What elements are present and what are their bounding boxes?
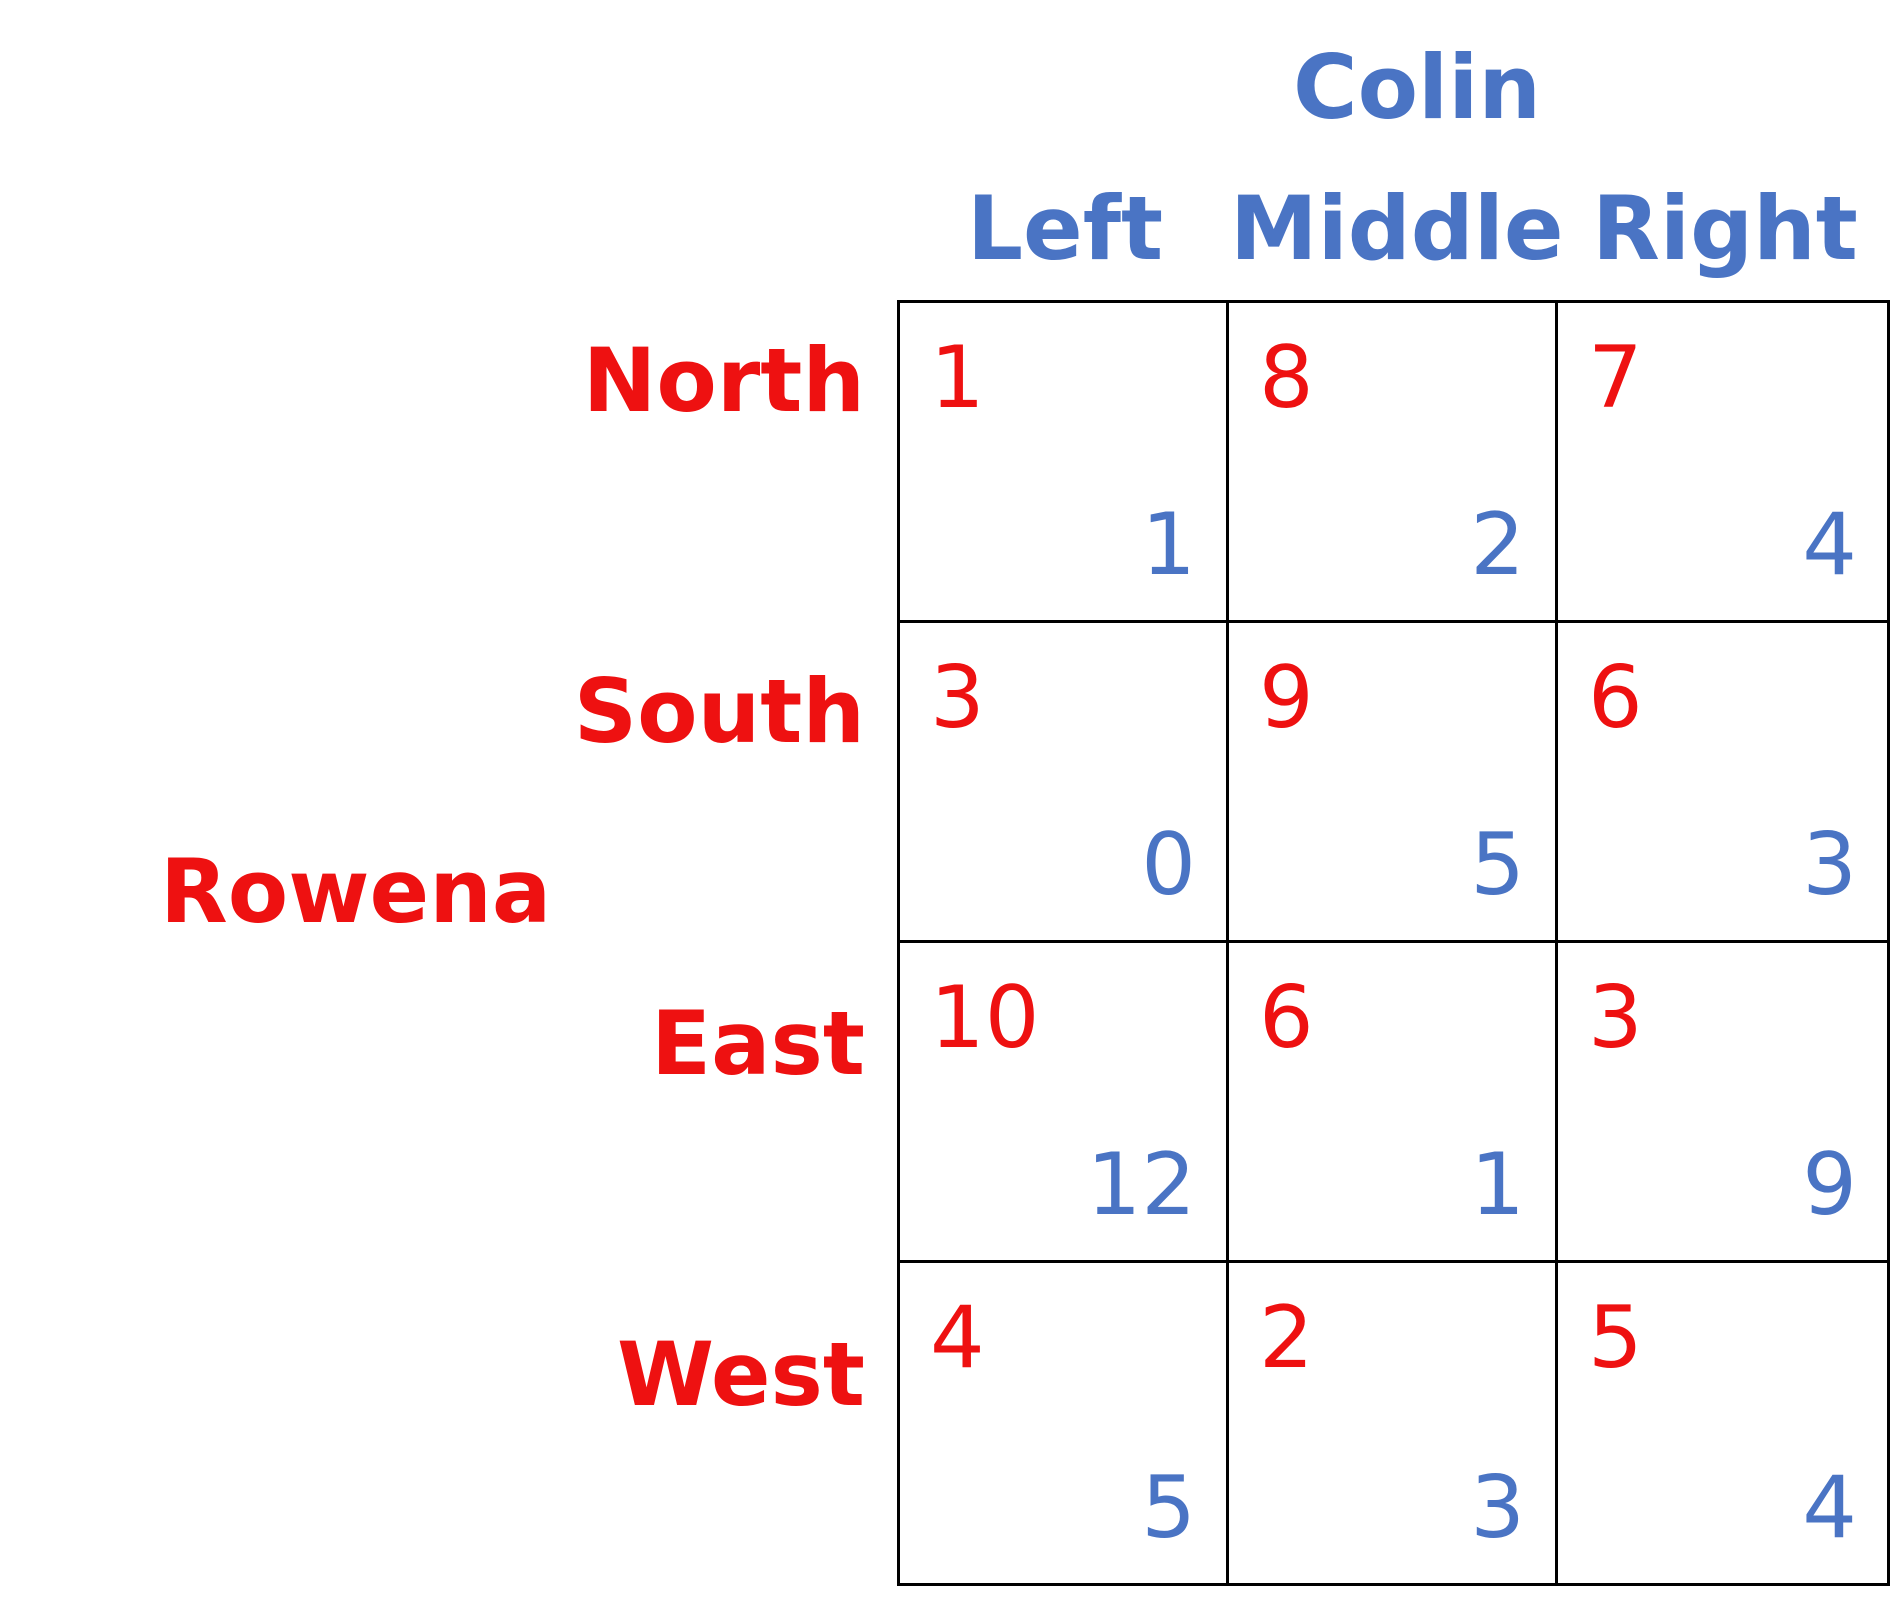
column-player-payoff: 5: [1470, 815, 1525, 915]
row-player-payoff: 4: [930, 1288, 985, 1388]
payoff-cell: 10 12: [900, 943, 1229, 1263]
column-player-payoff: 1: [1470, 1135, 1525, 1235]
column-player-payoff: 5: [1141, 1458, 1196, 1558]
row-player-label: Rowena: [160, 840, 552, 943]
row-player-payoff: 8: [1259, 328, 1314, 428]
column-header-middle: Middle: [1230, 177, 1564, 280]
column-header-right: Right: [1592, 177, 1858, 280]
payoff-cell: 1 1: [900, 303, 1229, 623]
column-player-payoff: 12: [1086, 1135, 1196, 1235]
row-player-payoff: 1: [930, 328, 985, 428]
column-player-payoff: 4: [1802, 495, 1857, 595]
payoff-cell: 6 3: [1558, 623, 1887, 943]
column-player-payoff: 4: [1802, 1458, 1857, 1558]
column-player-payoff: 2: [1470, 495, 1525, 595]
payoff-cell: 5 4: [1558, 1263, 1887, 1583]
payoff-cell: 8 2: [1229, 303, 1558, 623]
row-header-west: West: [616, 1323, 865, 1426]
row-header-north: North: [582, 329, 865, 432]
column-player-payoff: 3: [1470, 1458, 1525, 1558]
payoff-cell: 9 5: [1229, 623, 1558, 943]
column-player-payoff: 9: [1802, 1135, 1857, 1235]
column-player-payoff: 1: [1141, 495, 1196, 595]
column-player-payoff: 3: [1802, 815, 1857, 915]
row-player-payoff: 3: [930, 648, 985, 748]
row-player-payoff: 6: [1588, 648, 1643, 748]
payoff-cell: 3 9: [1558, 943, 1887, 1263]
row-player-payoff: 7: [1588, 328, 1643, 428]
payoff-cell: 2 3: [1229, 1263, 1558, 1583]
row-header-south: South: [573, 660, 865, 763]
payoff-cell: 7 4: [1558, 303, 1887, 623]
row-player-payoff: 10: [930, 968, 1040, 1068]
row-player-payoff: 6: [1259, 968, 1314, 1068]
column-player-label: Colin: [1293, 36, 1542, 139]
payoff-matrix: 1 1 8 2 7 4 3 0 9 5 6 3 10 12 6 1 3 9 4 …: [897, 300, 1890, 1586]
payoff-cell: 3 0: [900, 623, 1229, 943]
payoff-cell: 6 1: [1229, 943, 1558, 1263]
row-header-east: East: [651, 992, 865, 1095]
row-player-payoff: 3: [1588, 968, 1643, 1068]
column-player-payoff: 0: [1141, 815, 1196, 915]
row-player-payoff: 2: [1259, 1288, 1314, 1388]
payoff-cell: 4 5: [900, 1263, 1229, 1583]
row-player-payoff: 9: [1259, 648, 1314, 748]
column-header-left: Left: [966, 177, 1164, 280]
row-player-payoff: 5: [1588, 1288, 1643, 1388]
